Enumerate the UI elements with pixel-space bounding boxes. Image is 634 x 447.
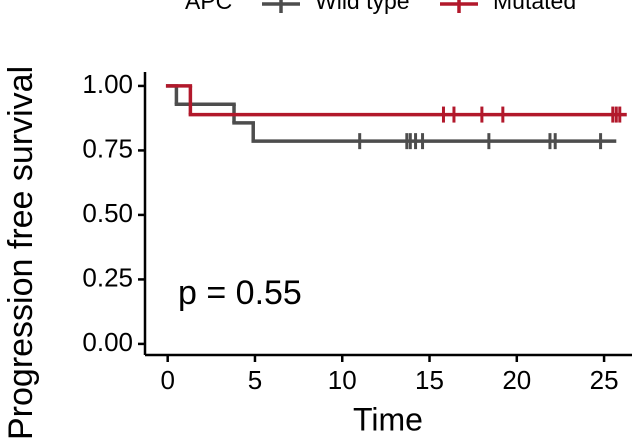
y-tick-label: 0.75 [82, 133, 133, 163]
y-tick-label: 0.50 [82, 198, 133, 228]
x-tick-label: 10 [328, 365, 357, 395]
annotation: p = 0.55 [178, 274, 302, 312]
y-tick-label: 0.00 [82, 327, 133, 357]
x-tick-label: 20 [502, 365, 531, 395]
legend-title: APC [185, 0, 232, 14]
y-tick-label: 0.25 [82, 262, 133, 292]
legend-label: Mutated [493, 0, 576, 14]
x-axis-label: Time [353, 401, 423, 437]
y-tick-label: 1.00 [82, 69, 133, 99]
x-tick-label: 15 [415, 365, 444, 395]
x-tick-label: 5 [248, 365, 262, 395]
x-tick-label: 0 [160, 365, 174, 395]
x-tick-label: 25 [590, 365, 619, 395]
legend-label: Wild type [315, 0, 410, 14]
y-axis-label: Progression free survival [2, 66, 40, 440]
